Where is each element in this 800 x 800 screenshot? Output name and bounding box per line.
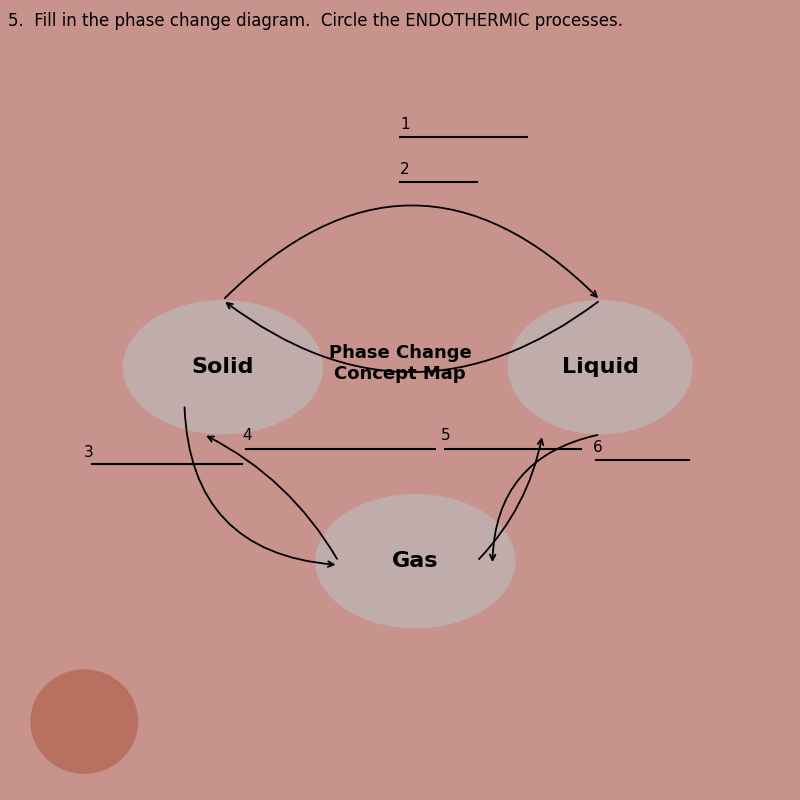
Ellipse shape (123, 300, 323, 434)
Text: 5.  Fill in the phase change diagram.  Circle the ENDOTHERMIC processes.: 5. Fill in the phase change diagram. Cir… (8, 12, 623, 30)
Text: 4: 4 (242, 428, 252, 443)
Text: Phase Change
Concept Map: Phase Change Concept Map (329, 344, 471, 383)
Text: Solid: Solid (192, 358, 254, 378)
Ellipse shape (508, 300, 693, 434)
Text: 1: 1 (400, 118, 410, 132)
Text: 5: 5 (441, 428, 450, 443)
Ellipse shape (315, 494, 515, 628)
Text: Gas: Gas (392, 551, 438, 571)
Text: 2: 2 (400, 162, 410, 177)
Text: 3: 3 (84, 446, 94, 461)
Text: Liquid: Liquid (562, 358, 638, 378)
Ellipse shape (30, 670, 138, 774)
Text: 6: 6 (593, 440, 602, 455)
